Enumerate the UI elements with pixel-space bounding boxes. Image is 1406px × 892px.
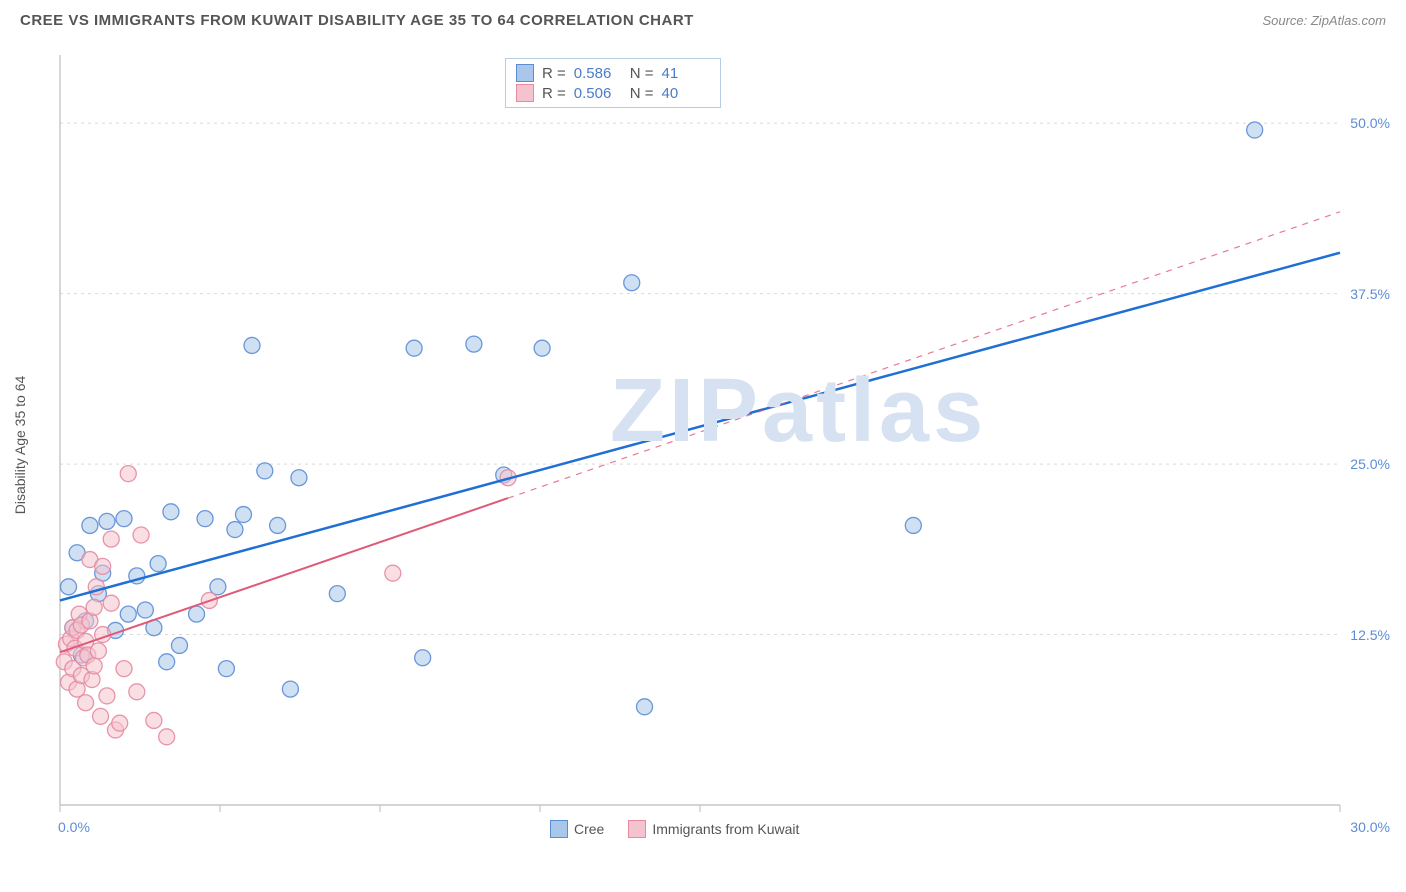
y-tick-label: 37.5% <box>1350 286 1390 302</box>
chart-title: CREE VS IMMIGRANTS FROM KUWAIT DISABILIT… <box>20 12 694 29</box>
y-axis-label: Disability Age 35 to 64 <box>12 376 28 515</box>
chart-source: Source: ZipAtlas.com <box>1262 13 1386 28</box>
y-tick-label: 50.0% <box>1350 115 1390 131</box>
swatch-cree-icon <box>550 820 568 838</box>
r-label: R = <box>542 85 566 102</box>
swatch-kuwait <box>516 84 534 102</box>
chart-area: Disability Age 35 to 64 ZIPatlas R = 0.5… <box>50 50 1390 840</box>
y-tick-label: 25.0% <box>1350 456 1390 472</box>
n-label: N = <box>630 85 654 102</box>
swatch-cree <box>516 64 534 82</box>
legend-label-cree: Cree <box>574 821 604 837</box>
correlation-legend: R = 0.586 N = 41 R = 0.506 N = 40 <box>505 58 721 108</box>
x-tick-label: 0.0% <box>58 819 90 835</box>
series-legend: Cree Immigrants from Kuwait <box>550 820 799 838</box>
legend-row-kuwait: R = 0.506 N = 40 <box>516 83 710 103</box>
n-value-cree: 41 <box>662 65 710 82</box>
r-value-cree: 0.586 <box>574 65 622 82</box>
chart-header: CREE VS IMMIGRANTS FROM KUWAIT DISABILIT… <box>0 0 1406 37</box>
n-label: N = <box>630 65 654 82</box>
legend-row-cree: R = 0.586 N = 41 <box>516 63 710 83</box>
scatter-plot <box>50 50 1390 840</box>
y-tick-label: 12.5% <box>1350 627 1390 643</box>
r-value-kuwait: 0.506 <box>574 85 622 102</box>
legend-item-kuwait: Immigrants from Kuwait <box>628 820 799 838</box>
r-label: R = <box>542 65 566 82</box>
legend-label-kuwait: Immigrants from Kuwait <box>652 821 799 837</box>
legend-item-cree: Cree <box>550 820 604 838</box>
n-value-kuwait: 40 <box>662 85 710 102</box>
swatch-kuwait-icon <box>628 820 646 838</box>
x-tick-label: 30.0% <box>1350 819 1390 835</box>
